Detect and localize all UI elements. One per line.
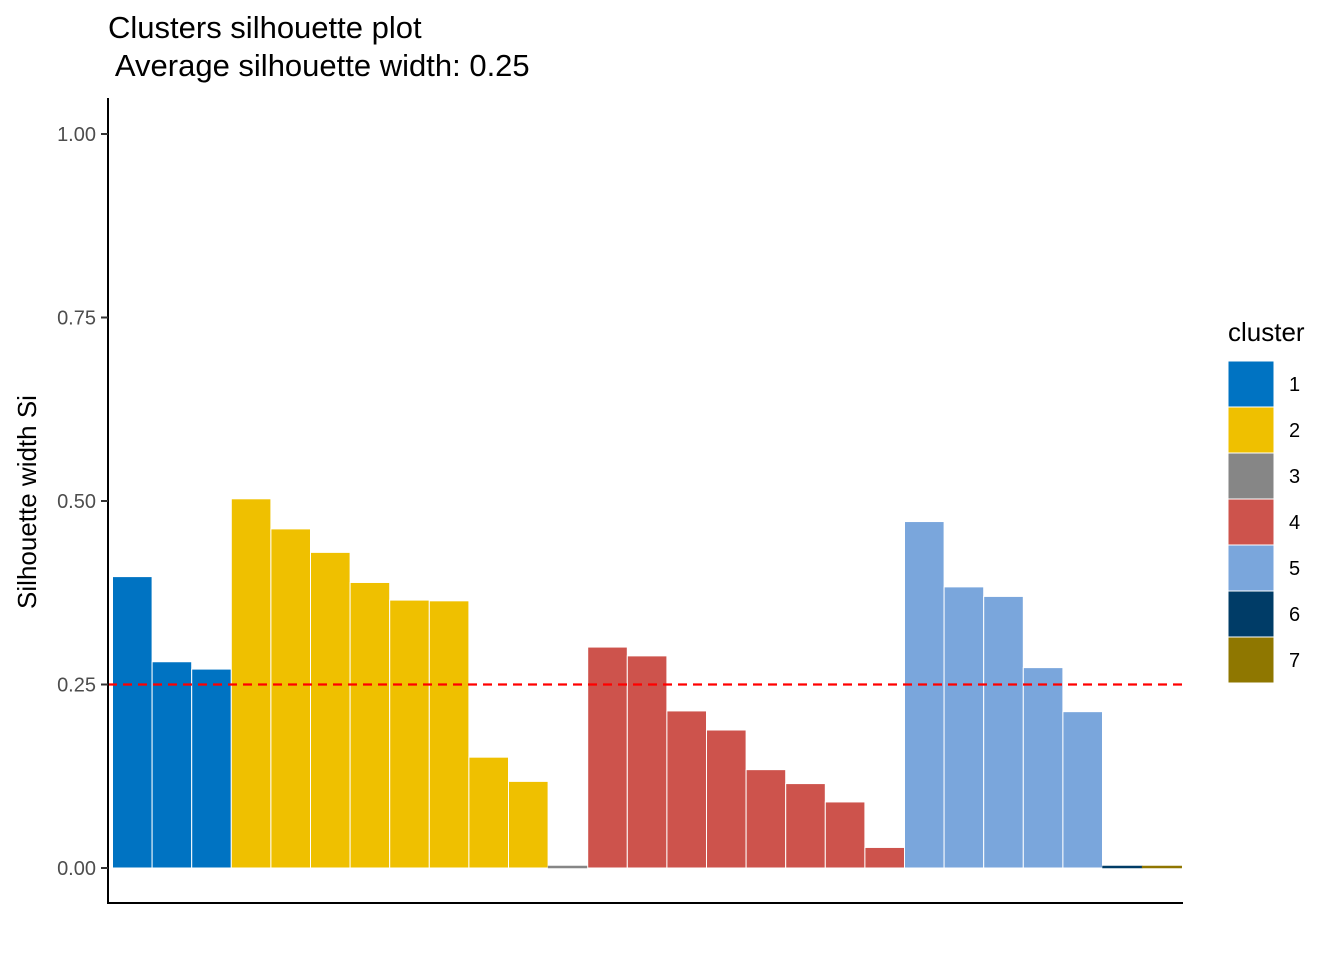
legend-label-3: 3 — [1289, 466, 1300, 488]
bar-cluster-2 — [270, 528, 311, 869]
bar-cluster-2 — [468, 756, 509, 869]
bar-cluster-2 — [508, 780, 549, 869]
y-tick-label: 1.00 — [57, 124, 96, 146]
bar-cluster-5 — [1062, 711, 1104, 869]
legend-key-2 — [1227, 406, 1275, 454]
y-axis-title: Silhouette width Si — [12, 395, 42, 609]
bar-cluster-2 — [389, 599, 430, 869]
y-tick-label: 0.75 — [57, 308, 96, 330]
bar-cluster-2 — [310, 551, 351, 869]
bar-cluster-4 — [864, 846, 906, 869]
bar-cluster-4 — [785, 783, 826, 869]
bar-cluster-5 — [943, 586, 985, 869]
bar-cluster-2 — [428, 600, 470, 869]
legend-label-4: 4 — [1289, 512, 1300, 534]
y-tick-label: 0.00 — [57, 858, 96, 880]
bar-cluster-4 — [745, 769, 787, 869]
legend-key-5 — [1227, 544, 1275, 592]
legend-key-7 — [1227, 636, 1275, 684]
y-tick-label: 0.50 — [57, 491, 96, 513]
bar-cluster-4 — [666, 710, 708, 869]
legend-key-6 — [1227, 590, 1275, 638]
bar-cluster-5 — [1022, 667, 1064, 869]
bar-cluster-2 — [349, 581, 391, 869]
legend: 1 2 3 4 5 6 7 — [1227, 360, 1300, 684]
chart-subtitle: Average silhouette width: 0.25 — [108, 48, 530, 83]
legend-key-1 — [1227, 360, 1275, 408]
legend-label-2: 2 — [1289, 420, 1300, 442]
bar-cluster-4 — [824, 801, 866, 869]
bar-cluster-1 — [191, 668, 232, 869]
axes: 0.00 0.25 0.50 0.75 1.00 — [57, 98, 1183, 904]
bar-cluster-1 — [112, 576, 153, 869]
bar-cluster-4 — [706, 729, 747, 869]
legend-label-1: 1 — [1289, 374, 1300, 396]
bar-cluster-3 — [547, 865, 588, 869]
bar-cluster-1 — [151, 661, 193, 869]
bar-cluster-6 — [1102, 865, 1143, 869]
legend-key-4 — [1227, 498, 1275, 546]
plot-area — [108, 498, 1183, 869]
bar-cluster-7 — [1141, 865, 1182, 869]
bar-cluster-4 — [626, 655, 668, 869]
bar-cluster-5 — [983, 595, 1024, 869]
legend-title: cluster — [1228, 317, 1305, 347]
legend-label-7: 7 — [1289, 650, 1300, 672]
bar-cluster-2 — [230, 498, 272, 869]
bar-cluster-5 — [904, 521, 945, 869]
chart-title: Clusters silhouette plot — [108, 10, 422, 45]
bar-cluster-4 — [587, 646, 628, 869]
legend-key-3 — [1227, 452, 1275, 500]
legend-label-6: 6 — [1289, 604, 1300, 626]
legend-label-5: 5 — [1289, 558, 1300, 580]
y-tick-label: 0.25 — [57, 675, 96, 697]
